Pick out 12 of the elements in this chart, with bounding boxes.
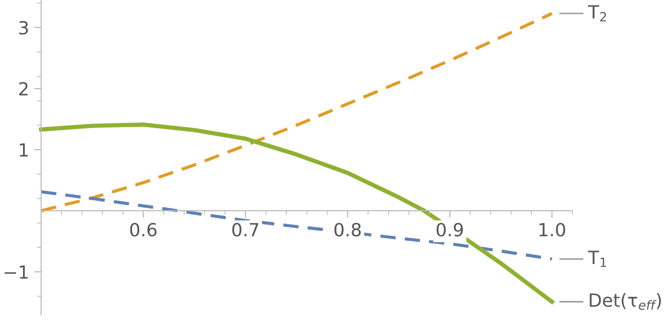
x-tick-label: 0.7 (232, 222, 258, 237)
series-label: T$_{2}$ (588, 5, 606, 22)
series-label: T$_{1}$ (588, 250, 606, 267)
x-tick-label: 0.6 (130, 222, 157, 237)
text: Det(τ$_{eff}$) (590, 293, 661, 310)
y-tick-label: −1 (4, 266, 28, 279)
x-tick-label: 0.9 (436, 222, 463, 237)
y-tick-label: 3 (19, 20, 28, 35)
y-tick-label: 2 (19, 82, 28, 96)
line-series (40, 12, 554, 212)
x-tick-label: 1.0 (540, 222, 566, 237)
y-tick-label: 1 (20, 143, 28, 157)
